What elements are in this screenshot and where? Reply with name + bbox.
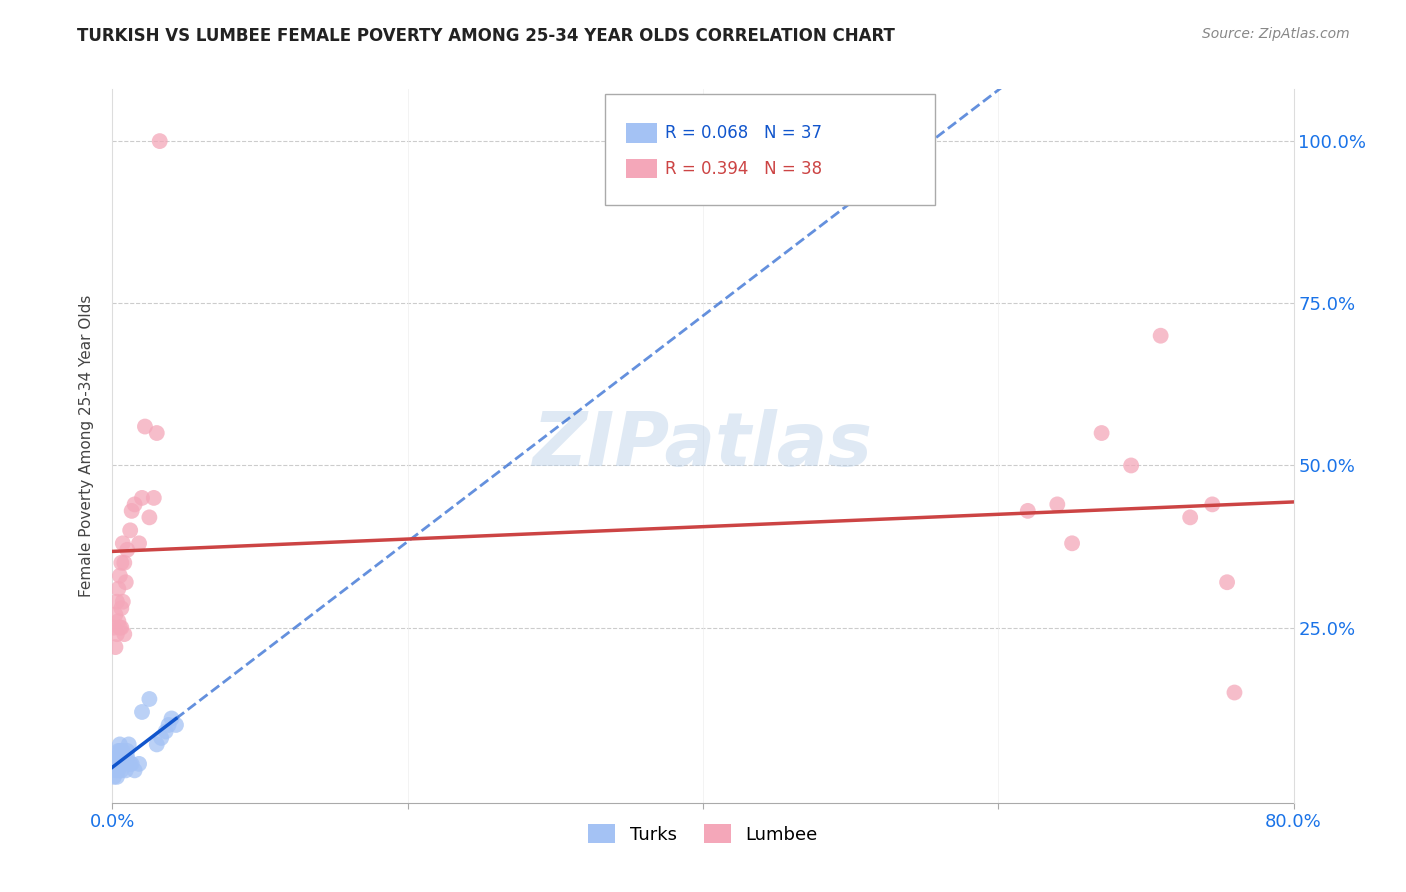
Point	[128, 536, 150, 550]
Point	[134, 419, 156, 434]
Point	[149, 134, 172, 148]
Point	[103, 770, 125, 784]
Point	[1223, 685, 1246, 699]
Point	[105, 770, 128, 784]
Point	[138, 692, 160, 706]
Point	[105, 627, 128, 641]
Point	[142, 491, 165, 505]
Point	[131, 705, 153, 719]
Point	[111, 744, 134, 758]
Point	[121, 504, 143, 518]
Text: R = 0.068   N = 37: R = 0.068 N = 37	[665, 124, 823, 142]
Text: R = 0.394   N = 38: R = 0.394 N = 38	[665, 160, 823, 178]
Text: ZIPatlas: ZIPatlas	[533, 409, 873, 483]
Point	[108, 738, 131, 752]
Point	[165, 718, 187, 732]
Point	[104, 607, 127, 622]
Point	[112, 627, 135, 641]
Point	[1017, 504, 1039, 518]
Point	[108, 568, 131, 582]
Point	[146, 738, 169, 752]
Point	[117, 750, 138, 764]
Point	[104, 640, 127, 654]
Point	[108, 756, 131, 771]
Y-axis label: Female Poverty Among 25-34 Year Olds: Female Poverty Among 25-34 Year Olds	[79, 295, 94, 597]
Point	[1150, 328, 1173, 343]
Point	[112, 756, 135, 771]
Point	[131, 491, 153, 505]
Point	[110, 601, 132, 615]
Point	[1091, 425, 1114, 440]
Point	[111, 750, 134, 764]
Point	[111, 536, 134, 550]
Point	[107, 614, 129, 628]
Point	[112, 556, 135, 570]
Point	[138, 510, 160, 524]
Point	[110, 744, 132, 758]
Point	[108, 621, 131, 635]
Point	[124, 764, 146, 778]
Point	[110, 556, 132, 570]
Point	[1062, 536, 1084, 550]
Point	[110, 756, 132, 771]
Point	[120, 756, 142, 771]
Point	[105, 756, 128, 771]
Legend: Turks, Lumbee: Turks, Lumbee	[581, 817, 825, 851]
Point	[107, 764, 129, 778]
Point	[107, 750, 129, 764]
Text: TURKISH VS LUMBEE FEMALE POVERTY AMONG 25-34 YEAR OLDS CORRELATION CHART: TURKISH VS LUMBEE FEMALE POVERTY AMONG 2…	[77, 27, 896, 45]
Point	[103, 621, 125, 635]
Point	[1046, 497, 1069, 511]
Point	[1119, 458, 1142, 473]
Point	[114, 575, 136, 590]
Point	[107, 582, 129, 596]
Point	[111, 595, 134, 609]
Point	[160, 711, 183, 725]
Point	[1178, 510, 1201, 524]
Point	[110, 750, 132, 764]
Point	[150, 731, 173, 745]
Point	[110, 764, 132, 778]
Point	[112, 750, 135, 764]
Point	[107, 744, 129, 758]
Point	[110, 621, 132, 635]
Point	[1216, 575, 1239, 590]
Point	[104, 764, 127, 778]
Point	[157, 718, 180, 732]
Point	[146, 425, 169, 440]
Point	[124, 497, 146, 511]
Point	[155, 724, 177, 739]
Point	[111, 756, 134, 771]
Point	[114, 764, 136, 778]
Point	[105, 595, 128, 609]
Point	[1201, 497, 1223, 511]
Point	[120, 524, 142, 538]
Point	[117, 542, 138, 557]
Point	[121, 756, 143, 771]
Point	[108, 744, 131, 758]
Point	[128, 756, 150, 771]
Point	[117, 744, 138, 758]
Point	[104, 756, 127, 771]
Point	[105, 750, 128, 764]
Point	[118, 738, 141, 752]
Text: Source: ZipAtlas.com: Source: ZipAtlas.com	[1202, 27, 1350, 41]
